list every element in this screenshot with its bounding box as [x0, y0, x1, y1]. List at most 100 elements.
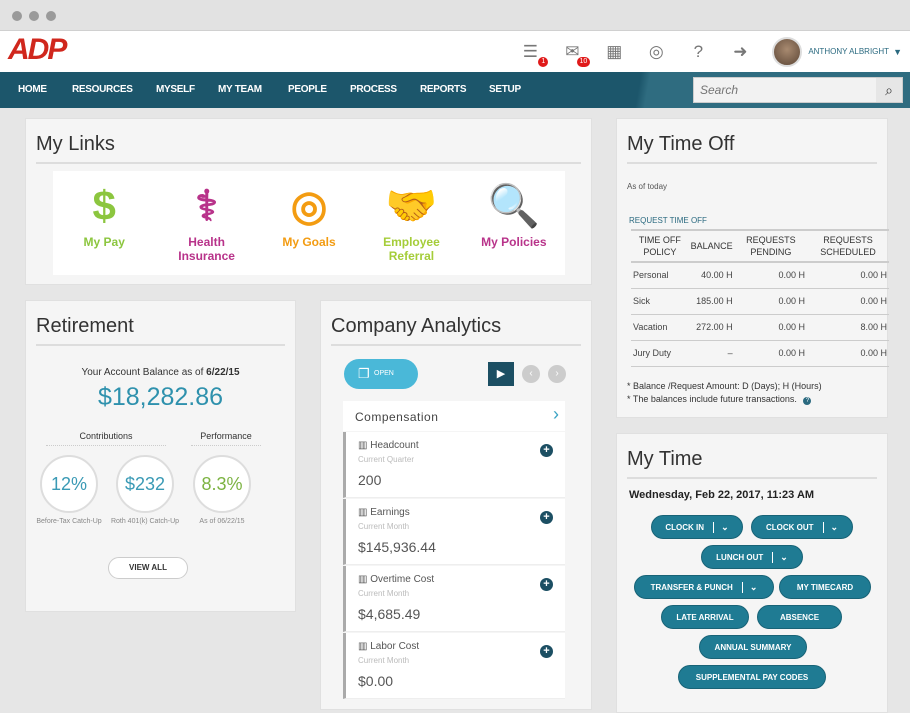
- my-time-panel: My Time Wednesday, Feb 22, 2017, 11:23 A…: [616, 433, 888, 713]
- panel-title: Retirement: [36, 315, 134, 337]
- search-input[interactable]: [694, 78, 874, 102]
- nav-resources[interactable]: RESOURCES: [72, 84, 133, 95]
- metric-title: ▥ Overtime Cost: [358, 574, 435, 585]
- link-label: My Goals: [282, 235, 336, 249]
- nav-setup[interactable]: SETUP: [489, 84, 521, 95]
- absence-button[interactable]: ABSENCE: [757, 605, 842, 629]
- table-cell: 8.00 H: [806, 314, 889, 341]
- mail-icon[interactable]: ✉ 10: [562, 42, 591, 67]
- table-row: Jury Duty –0.00 H 0.00 H: [631, 340, 889, 367]
- stat-caption: Roth 401(k) Catch-Up: [110, 518, 180, 525]
- nav-home[interactable]: HOME: [18, 84, 47, 95]
- metric-title: ▥ Labor Cost: [358, 641, 420, 652]
- window-dot[interactable]: [29, 11, 39, 21]
- metric-value: $145,936.44: [358, 539, 436, 555]
- table-cell: 0.00 H: [806, 288, 889, 315]
- metric-card[interactable]: ▥ Earnings Current Month $145,936.44 +: [343, 499, 565, 565]
- link-my-policies[interactable]: 🔍 My Policies: [463, 171, 565, 275]
- annual-summary-button[interactable]: ANNUAL SUMMARY: [699, 635, 807, 659]
- stat-circle: 8.3%: [193, 455, 251, 513]
- add-icon[interactable]: +: [540, 511, 553, 524]
- handshake-icon: 🤝: [385, 182, 438, 229]
- table-cell: 272.00 H: [688, 314, 735, 341]
- panel-title: My Time Off: [627, 133, 735, 155]
- add-icon[interactable]: +: [540, 444, 553, 457]
- link-my-goals[interactable]: ◎ My Goals: [258, 171, 360, 275]
- target-icon: ◎: [290, 182, 328, 229]
- bar-chart-icon: ▥: [358, 574, 368, 585]
- dollar-icon: $: [92, 182, 116, 229]
- clock-in-button[interactable]: CLOCK IN ⌄: [651, 515, 743, 539]
- metric-card[interactable]: ▥ Overtime Cost Current Month $4,685.49 +: [343, 566, 565, 632]
- metric-value: 200: [358, 472, 382, 488]
- chevron-down-icon[interactable]: ⌄: [713, 521, 729, 533]
- info-icon[interactable]: ?: [803, 397, 812, 405]
- late-arrival-button[interactable]: LATE ARRIVAL: [661, 605, 749, 629]
- nav-my-team[interactable]: MY TEAM: [218, 84, 262, 95]
- nav-reports[interactable]: REPORTS: [420, 84, 467, 95]
- nav-people[interactable]: PEOPLE: [288, 84, 327, 95]
- prev-button[interactable]: ‹: [522, 365, 540, 383]
- my-links-panel: My Links $ My Pay ⚕ Health Insurance ◎ My Goa…: [25, 118, 592, 285]
- section-title: Compensation: [355, 410, 439, 424]
- adp-logo[interactable]: ADP: [8, 33, 67, 66]
- add-icon[interactable]: +: [540, 645, 553, 658]
- link-label: My Policies: [481, 235, 547, 249]
- company-analytics-panel: Company Analytics ❐ OPEN ▶ ‹ › Compensati…: [320, 300, 592, 710]
- request-time-off-link[interactable]: REQUEST TIME OFF: [629, 216, 707, 225]
- stat-caption: As of 06/22/15: [199, 518, 245, 525]
- metric-card[interactable]: ▥ Labor Cost Current Month $0.00 +: [343, 633, 565, 699]
- my-timecard-button[interactable]: MY TIMECARD: [779, 575, 871, 599]
- column-header: BALANCE: [688, 229, 735, 263]
- help-icon[interactable]: ?: [693, 41, 704, 61]
- task-list-icon[interactable]: ☰ 1: [520, 42, 549, 67]
- chevron-down-icon[interactable]: ▼: [893, 46, 902, 57]
- supplemental-pay-codes-button[interactable]: SUPPLEMENTAL PAY CODES: [678, 665, 826, 689]
- column-header: REQUESTS PENDING: [734, 229, 807, 263]
- metric-card[interactable]: ▥ Headcount Current Quarter 200 +: [343, 432, 565, 498]
- next-button[interactable]: ›: [548, 365, 566, 383]
- bar-chart-icon: ▥: [358, 641, 368, 652]
- window-dot[interactable]: [12, 11, 22, 21]
- table-row: Sick 185.00 H 0.00 H 0.00 H: [631, 288, 889, 315]
- link-label: Employee Referral: [383, 235, 440, 263]
- metric-period: Current Month: [358, 589, 410, 598]
- as-of-label: As of today: [627, 182, 668, 191]
- table-row: Vacation 272.00 H 0.00 H 8.00 H: [631, 314, 889, 341]
- open-button[interactable]: ❐ OPEN: [344, 359, 418, 389]
- table-cell: 0.00 H: [734, 314, 807, 341]
- table-cell: 0.00 H: [734, 288, 807, 315]
- link-label: Health Insurance: [178, 235, 235, 263]
- copy-icon: ❐: [358, 366, 370, 381]
- column-header: REQUESTS SCHEDULED: [806, 229, 889, 263]
- chevron-down-icon[interactable]: ⌄: [741, 581, 757, 593]
- link-health-insurance[interactable]: ⚕ Health Insurance: [155, 171, 257, 275]
- account-balance: $18,282.86: [97, 383, 224, 411]
- chevron-down-icon[interactable]: ⌄: [822, 521, 838, 533]
- table-cell: 185.00 H: [688, 288, 735, 315]
- view-all-button[interactable]: VIEW ALL: [108, 557, 188, 579]
- calendar-icon[interactable]: ▦: [606, 41, 623, 61]
- chat-icon[interactable]: ◎: [648, 41, 664, 61]
- play-button[interactable]: ▶: [488, 362, 514, 386]
- window-dot[interactable]: [46, 11, 56, 21]
- transfer-punch-button[interactable]: TRANSFER & PUNCH ⌄: [634, 575, 774, 599]
- nav-process[interactable]: PROCESS: [350, 84, 397, 95]
- compensation-header[interactable]: Compensation ›: [343, 401, 565, 431]
- user-name[interactable]: ANTHONY ALBRIGHT: [808, 47, 890, 56]
- logout-icon[interactable]: ➜: [733, 41, 748, 61]
- clock-out-button[interactable]: CLOCK OUT ⌄: [751, 515, 853, 539]
- bar-chart-icon: ▥: [358, 507, 368, 518]
- link-employee-referral[interactable]: 🤝 Employee Referral: [360, 171, 462, 275]
- lunch-out-button[interactable]: LUNCH OUT ⌄: [701, 545, 803, 569]
- chevron-down-icon[interactable]: ⌄: [772, 551, 788, 563]
- metric-title: ▥ Headcount: [358, 440, 419, 451]
- window-chrome: [0, 0, 910, 31]
- search-icon[interactable]: ⌕: [876, 78, 902, 102]
- add-icon[interactable]: +: [540, 578, 553, 591]
- metric-title: ▥ Earnings: [358, 507, 410, 518]
- nav-myself[interactable]: MYSELF: [156, 84, 195, 95]
- avatar[interactable]: [772, 36, 803, 67]
- stat-circle: $232: [116, 455, 174, 513]
- link-my-pay[interactable]: $ My Pay: [53, 171, 155, 275]
